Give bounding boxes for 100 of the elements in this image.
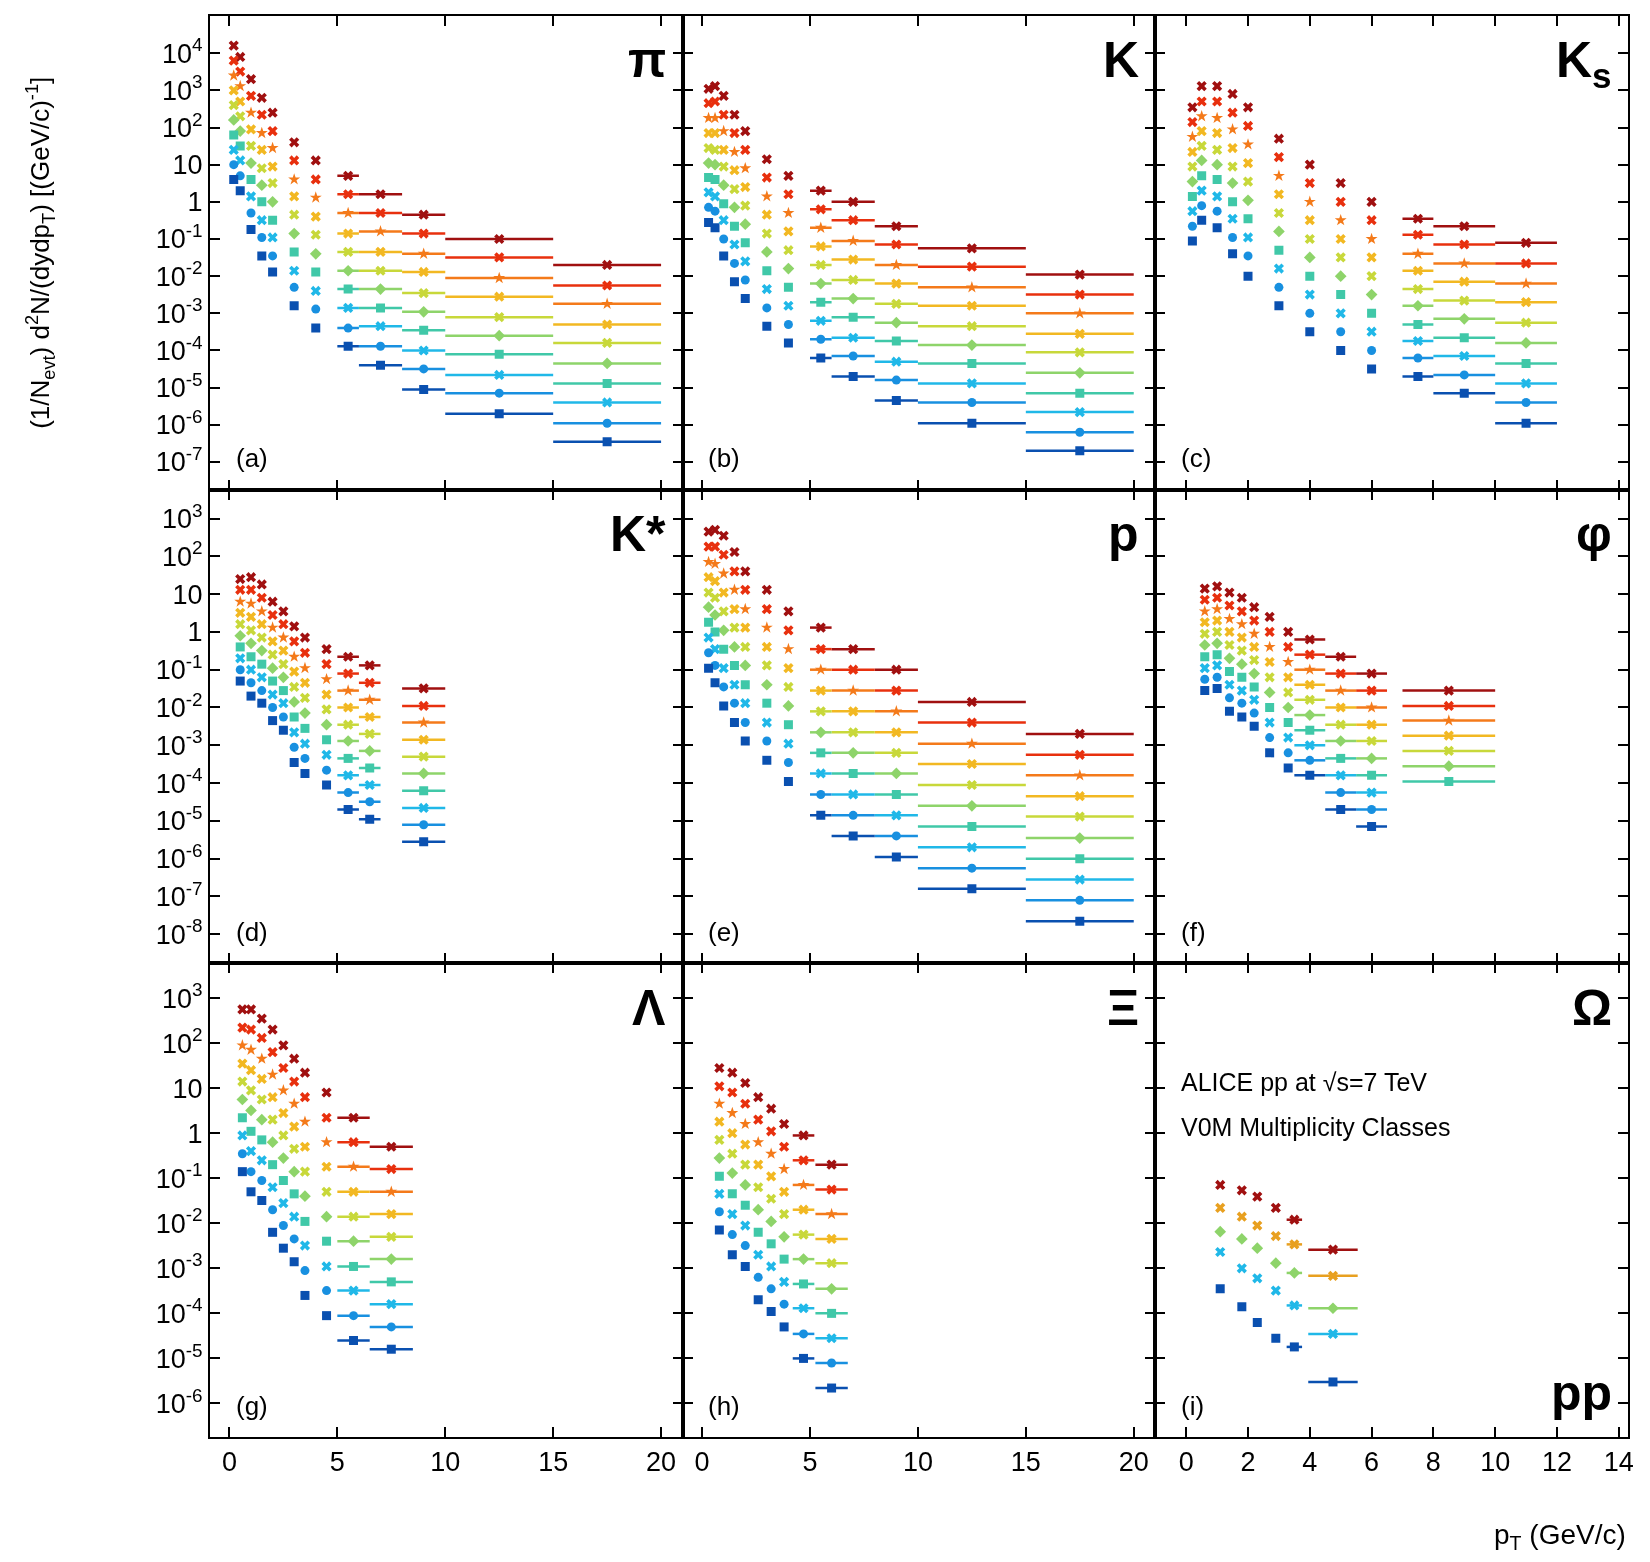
point xyxy=(320,1210,333,1223)
point xyxy=(343,702,354,713)
point xyxy=(740,275,750,285)
point xyxy=(1249,602,1260,613)
point xyxy=(752,1135,765,1148)
point xyxy=(1226,177,1239,189)
point xyxy=(1199,594,1210,605)
point xyxy=(321,659,332,670)
point xyxy=(718,161,729,172)
point xyxy=(342,206,355,219)
point xyxy=(419,385,429,395)
point xyxy=(278,698,289,709)
point xyxy=(1196,140,1207,151)
point xyxy=(419,786,429,796)
point xyxy=(418,683,429,694)
point xyxy=(267,232,278,243)
point xyxy=(348,1112,359,1123)
point xyxy=(890,316,903,329)
point xyxy=(321,1112,332,1123)
point xyxy=(891,664,902,675)
point xyxy=(1366,735,1377,747)
point xyxy=(494,349,504,359)
point xyxy=(1228,249,1238,259)
point xyxy=(343,284,353,294)
point xyxy=(1074,749,1085,760)
point xyxy=(349,1335,359,1345)
point xyxy=(1520,317,1532,328)
point xyxy=(891,396,901,406)
point xyxy=(246,652,256,662)
point xyxy=(1328,1377,1338,1387)
point xyxy=(278,725,288,735)
point xyxy=(1200,674,1210,684)
point xyxy=(740,144,751,155)
point xyxy=(245,124,257,135)
point xyxy=(1212,672,1222,682)
point xyxy=(1236,1263,1247,1274)
point xyxy=(717,567,730,579)
point xyxy=(783,245,794,256)
point xyxy=(966,696,977,708)
point xyxy=(1242,120,1254,132)
point xyxy=(278,712,288,722)
point xyxy=(704,617,714,627)
point xyxy=(740,256,751,267)
point xyxy=(727,1067,738,1078)
point xyxy=(766,1261,777,1272)
point xyxy=(1074,811,1085,822)
annotation: (a) xyxy=(236,443,268,473)
point xyxy=(418,288,429,299)
y-tick-label: 10$^{-5}$ xyxy=(155,1339,203,1374)
point xyxy=(1075,916,1085,926)
point xyxy=(1224,639,1235,651)
point xyxy=(848,831,858,841)
point xyxy=(1412,283,1424,295)
point xyxy=(1304,679,1315,690)
point xyxy=(729,165,740,176)
point xyxy=(245,1065,257,1076)
point xyxy=(1304,740,1315,751)
point xyxy=(237,1004,248,1015)
point xyxy=(762,755,772,765)
point xyxy=(1212,96,1223,107)
point xyxy=(1215,1246,1226,1258)
point xyxy=(717,124,730,137)
point xyxy=(1334,684,1347,696)
point xyxy=(277,1152,290,1164)
point xyxy=(1224,600,1235,611)
point xyxy=(278,645,289,656)
point xyxy=(322,1236,332,1246)
point xyxy=(890,705,903,717)
annotation: (b) xyxy=(708,443,740,473)
point xyxy=(1195,154,1208,167)
y-tick-label: 10$^{-5}$ xyxy=(155,801,203,837)
point xyxy=(740,1139,751,1150)
point xyxy=(235,186,245,196)
annotation: (i) xyxy=(1181,1391,1205,1421)
point xyxy=(256,1094,267,1105)
point xyxy=(966,779,977,791)
point xyxy=(256,1073,267,1085)
point xyxy=(848,254,859,265)
point xyxy=(300,753,310,763)
point xyxy=(740,584,751,595)
point xyxy=(1196,96,1207,107)
point xyxy=(1303,195,1316,207)
point xyxy=(704,217,714,227)
x-tick-label: 10 xyxy=(430,1447,461,1478)
point xyxy=(418,734,429,745)
point xyxy=(268,702,278,712)
point xyxy=(349,1311,359,1321)
point xyxy=(1236,1185,1247,1196)
point xyxy=(1459,333,1469,343)
point xyxy=(364,728,375,740)
point xyxy=(717,179,730,192)
point xyxy=(966,243,977,254)
point xyxy=(1242,138,1254,150)
point xyxy=(235,665,245,675)
point xyxy=(848,664,859,675)
point xyxy=(1444,777,1454,787)
point xyxy=(729,622,740,633)
point xyxy=(347,1235,360,1248)
point xyxy=(783,300,794,311)
point xyxy=(227,114,240,126)
